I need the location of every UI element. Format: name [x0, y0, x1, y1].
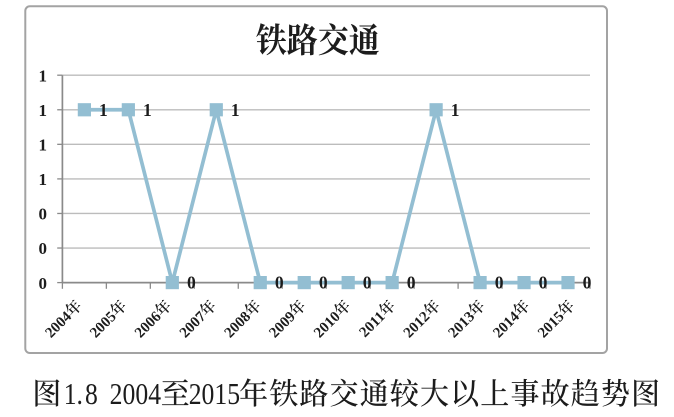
svg-text:0: 0	[319, 273, 328, 293]
svg-text:0: 0	[39, 239, 48, 258]
svg-text:1: 1	[39, 101, 48, 120]
svg-text:1: 1	[39, 136, 48, 155]
svg-text:1: 1	[39, 170, 48, 189]
svg-text:0: 0	[583, 273, 592, 293]
svg-text:0: 0	[275, 273, 284, 293]
svg-text:2015: 2015	[189, 378, 240, 412]
svg-text:8: 8	[85, 378, 98, 412]
svg-text:1: 1	[451, 100, 460, 120]
svg-text:0: 0	[539, 273, 548, 293]
svg-text:0: 0	[187, 273, 196, 293]
svg-text:1: 1	[143, 100, 152, 120]
svg-text:0: 0	[363, 273, 372, 293]
svg-text:0: 0	[39, 274, 48, 293]
svg-text:1.: 1.	[64, 378, 83, 412]
svg-text:0: 0	[39, 205, 48, 224]
svg-text:0: 0	[495, 273, 504, 293]
svg-text:1: 1	[231, 100, 240, 120]
svg-text:0: 0	[407, 273, 416, 293]
svg-text:1: 1	[99, 100, 108, 120]
svg-text:2004: 2004	[110, 378, 161, 412]
svg-text:1: 1	[39, 66, 48, 85]
